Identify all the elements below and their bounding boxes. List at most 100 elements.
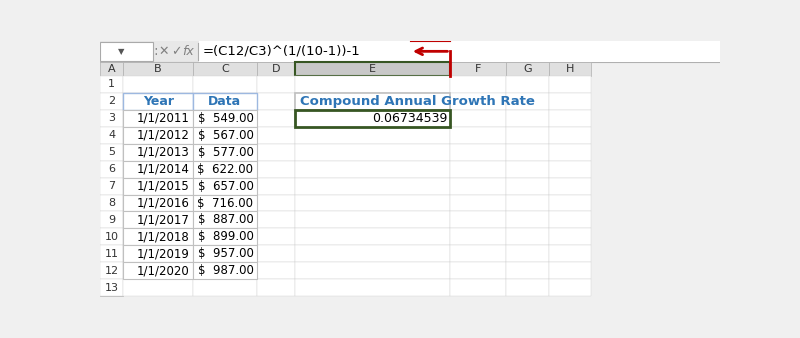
Bar [199,41,720,62]
Text: D: D [272,64,280,74]
Bar [123,279,193,296]
Bar [295,212,450,228]
Bar [123,245,193,262]
Bar [450,110,506,127]
Text: 5: 5 [108,147,115,157]
Text: $  657.00: $ 657.00 [198,179,254,193]
Bar [123,127,193,144]
Bar [295,127,450,144]
Bar [506,127,549,144]
Bar [450,279,506,296]
Bar [295,93,450,110]
Bar [100,279,123,296]
Text: A: A [108,64,115,74]
Bar [100,110,123,127]
Text: 1/1/2017: 1/1/2017 [137,214,190,226]
Text: 1/1/2020: 1/1/2020 [137,264,190,277]
Text: H: H [566,64,574,74]
Bar [193,178,257,195]
Bar [450,262,506,279]
Bar [257,178,295,195]
Bar [295,245,450,262]
Bar [100,161,123,178]
Bar [295,279,450,296]
Bar [549,161,591,178]
Bar [100,228,123,245]
Text: $  577.00: $ 577.00 [198,146,254,159]
Text: 11: 11 [105,249,118,259]
Text: 8: 8 [108,198,115,208]
Bar [123,262,193,279]
Bar [193,93,257,110]
Bar [506,178,549,195]
Text: 6: 6 [108,164,115,174]
Bar [295,161,450,178]
Bar [549,212,591,228]
Bar [257,245,295,262]
Text: 1/1/2016: 1/1/2016 [137,196,190,210]
Bar [450,195,506,212]
Bar [100,228,123,245]
Bar [123,212,193,228]
Text: 12: 12 [105,266,118,276]
Text: 3: 3 [108,113,115,123]
Bar [100,178,123,195]
Text: 10: 10 [105,232,118,242]
Bar [123,245,193,262]
Bar [257,76,295,93]
Text: 1: 1 [108,79,115,90]
Text: Compound Annual Growth Rate: Compound Annual Growth Rate [300,95,535,108]
Bar [193,110,257,127]
Bar [100,245,123,262]
Bar [549,110,591,127]
Bar [123,93,193,110]
Bar [506,245,549,262]
Bar [193,245,257,262]
Bar [123,144,193,161]
Bar [506,228,549,245]
Bar [450,62,506,76]
Text: 4: 4 [108,130,115,140]
Bar [193,195,257,212]
Bar [450,127,506,144]
Bar [450,144,506,161]
Bar [123,93,193,110]
Text: 1/1/2015: 1/1/2015 [137,179,190,193]
Bar [295,62,450,76]
Bar [123,228,193,245]
Bar [549,228,591,245]
Bar [100,93,123,110]
Bar [257,228,295,245]
Bar [506,262,549,279]
Bar [549,127,591,144]
Bar [193,262,257,279]
Text: $  622.00: $ 622.00 [198,163,254,176]
Bar [123,127,193,144]
Bar [100,110,123,127]
Bar [100,144,123,161]
Bar [295,144,450,161]
Bar [295,110,450,127]
Bar [193,127,257,144]
Text: $  899.00: $ 899.00 [198,231,254,243]
Bar [295,76,450,93]
Bar [123,76,193,93]
Bar [193,228,257,245]
Text: ✓: ✓ [170,45,181,58]
Bar [193,245,257,262]
Text: F: F [475,64,482,74]
Bar [257,212,295,228]
Bar [450,245,506,262]
Bar [193,178,257,195]
Bar [506,76,549,93]
Bar [549,62,591,76]
Bar [123,161,193,178]
Text: E: E [370,64,376,74]
Text: B: B [154,64,162,74]
Bar [450,178,506,195]
Bar [100,161,123,178]
Bar [100,62,123,76]
Text: G: G [523,64,532,74]
Bar [257,62,295,76]
Bar [549,279,591,296]
